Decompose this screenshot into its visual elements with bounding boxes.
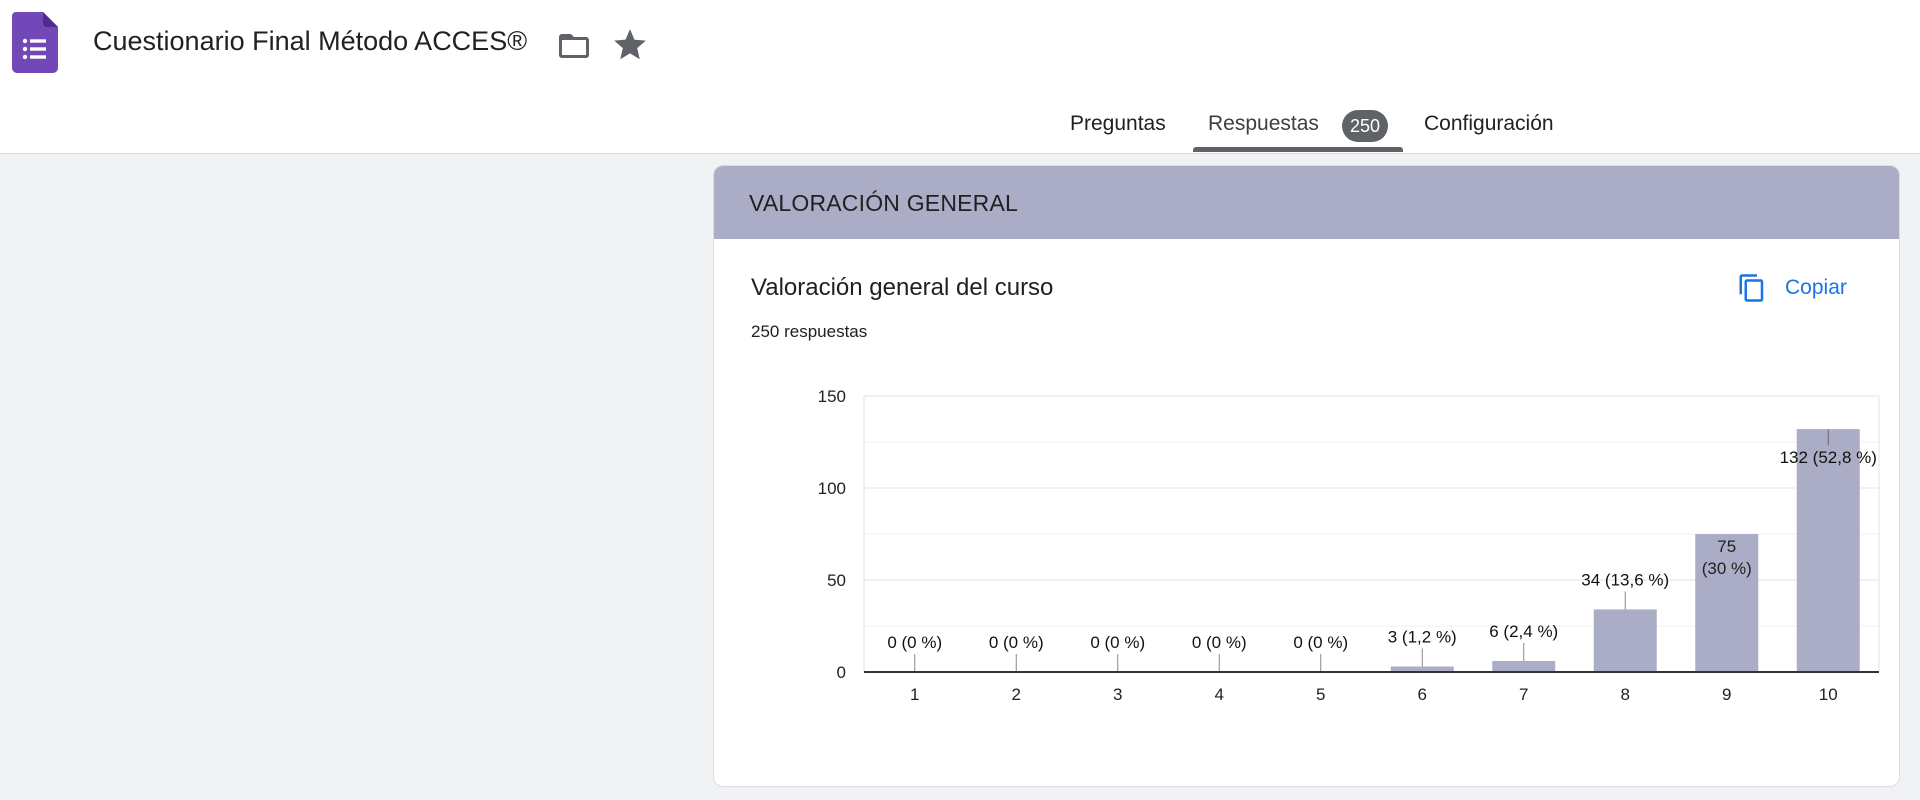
x-tick-label: 1 <box>910 685 919 704</box>
response-count: 250 respuestas <box>751 322 868 341</box>
tab-configuracion[interactable]: Configuración <box>1424 112 1554 135</box>
bar <box>1492 660 1556 672</box>
section-header: VALORACIÓN GENERAL <box>714 166 1899 239</box>
y-tick-label: 0 <box>837 663 846 682</box>
data-label-value: 75 <box>1717 537 1736 556</box>
forms-list-icon[interactable] <box>12 12 58 73</box>
folder-icon[interactable] <box>556 28 592 64</box>
bar <box>1390 666 1454 672</box>
bar-chart: 0 50 100 150 0 (0 %) 1 0 (0 %) 2 0 (0 %) 3 0 (0 %)… <box>818 387 1880 704</box>
y-tick-label: 150 <box>818 387 846 406</box>
document-title[interactable]: Cuestionario Final Método ACCES® <box>93 26 528 56</box>
y-tick-label: 100 <box>818 479 846 498</box>
bar <box>1695 534 1759 672</box>
x-tick-label: 4 <box>1215 685 1224 704</box>
data-label: 6 (2,4 %) <box>1489 622 1558 641</box>
bar <box>1796 429 1860 672</box>
x-tick-label: 6 <box>1418 685 1427 704</box>
x-tick-label: 3 <box>1113 685 1122 704</box>
data-label: 0 (0 %) <box>887 633 942 652</box>
tab-respuestas[interactable]: Respuestas <box>1208 112 1319 135</box>
data-label: 0 (0 %) <box>1090 633 1145 652</box>
copy-chart-button[interactable]: Copiar <box>1737 268 1847 308</box>
top-bar: Cuestionario Final Método ACCES® Pregunt… <box>0 0 1920 154</box>
data-label-percent: (30 %) <box>1702 559 1752 578</box>
data-label: 3 (1,2 %) <box>1388 627 1457 646</box>
star-icon[interactable] <box>611 26 649 64</box>
tab-bar: Preguntas Respuestas Configuración <box>0 100 1920 154</box>
x-tick-label: 5 <box>1316 685 1325 704</box>
tab-preguntas[interactable]: Preguntas <box>1070 112 1166 135</box>
active-tab-indicator <box>1193 147 1403 152</box>
responses-count-badge: 250 <box>1342 110 1388 142</box>
bar <box>1593 609 1657 672</box>
x-tick-label: 2 <box>1012 685 1021 704</box>
data-label: 0 (0 %) <box>1293 633 1348 652</box>
y-tick-label: 50 <box>827 571 846 590</box>
x-tick-label: 7 <box>1519 685 1528 704</box>
data-label: 0 (0 %) <box>1192 633 1247 652</box>
data-label: 132 (52,8 %) <box>1780 448 1877 467</box>
section-title: VALORACIÓN GENERAL <box>749 190 1019 216</box>
x-tick-label: 8 <box>1621 685 1630 704</box>
copy-icon <box>1739 274 1764 302</box>
question-title: Valoración general del curso <box>751 274 1054 301</box>
data-label: 34 (13,6 %) <box>1581 570 1669 589</box>
copy-label: Copiar <box>1785 276 1847 299</box>
x-tick-label: 10 <box>1819 685 1838 704</box>
data-label: 0 (0 %) <box>989 633 1044 652</box>
x-tick-label: 9 <box>1722 685 1731 704</box>
question-card: VALORACIÓN GENERAL Valoración general de… <box>713 165 1900 787</box>
